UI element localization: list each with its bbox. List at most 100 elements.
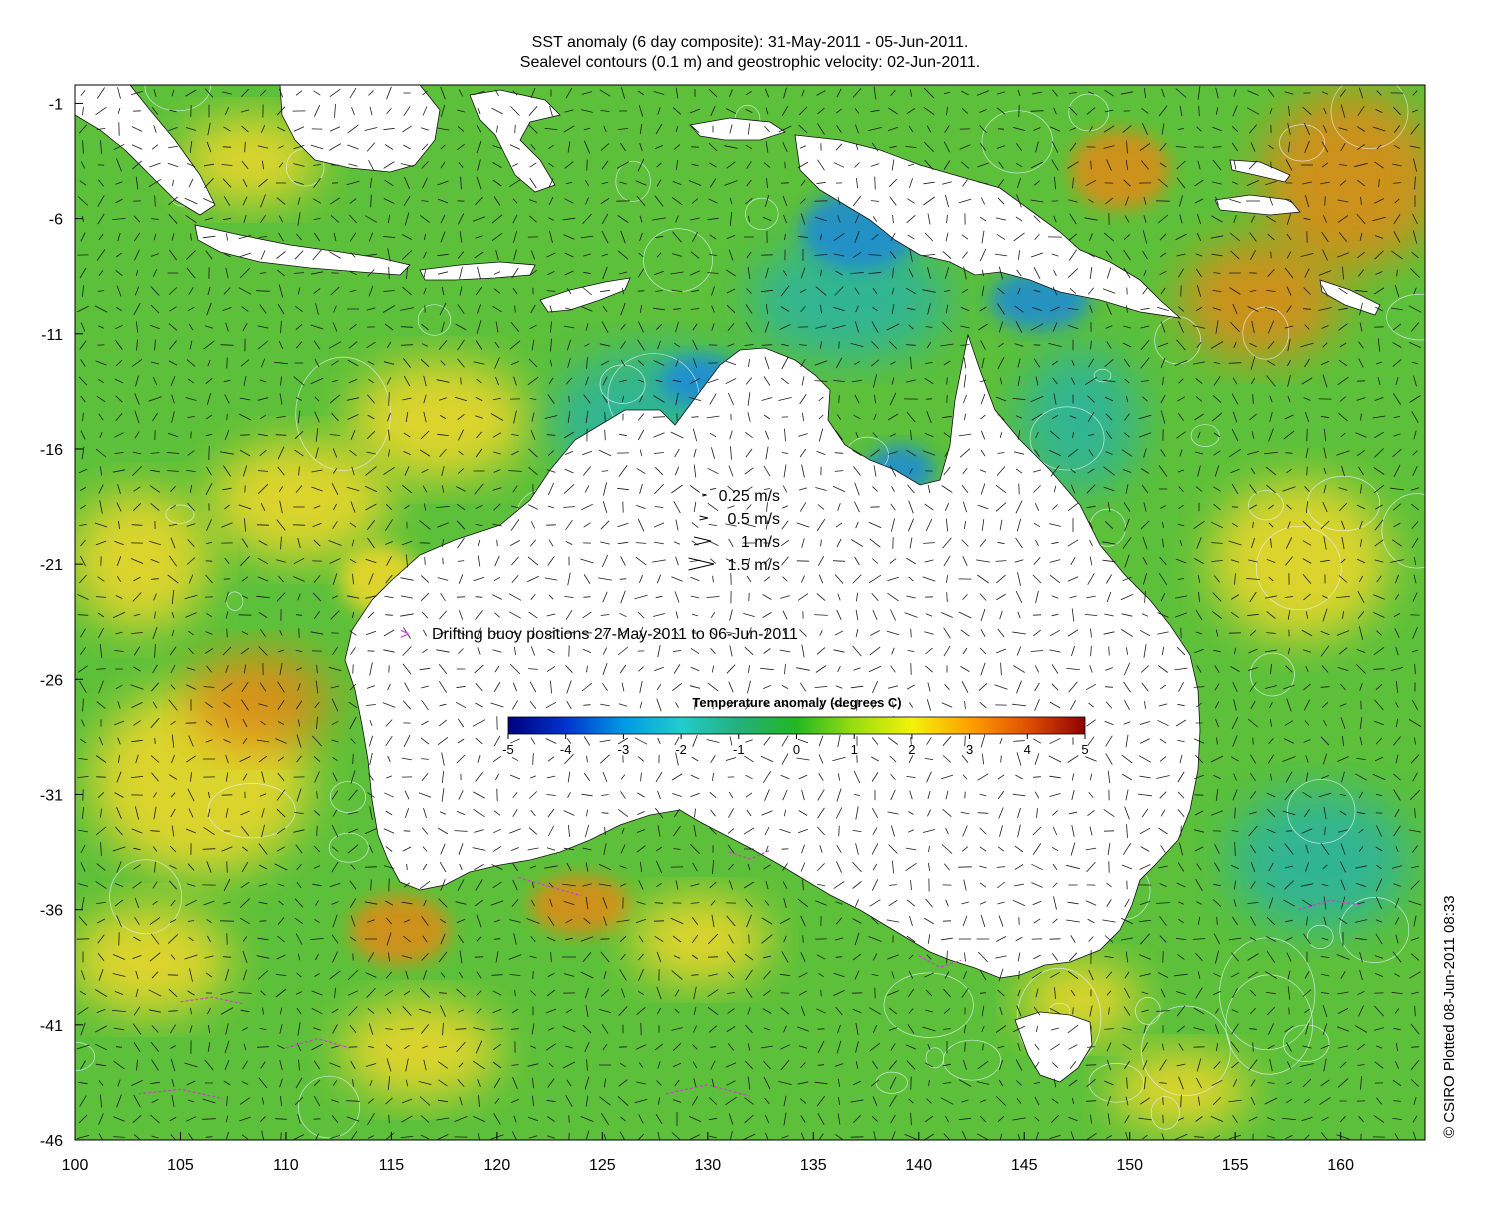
colorbar-tick-label: 2 xyxy=(908,742,915,757)
y-tick-label: -21 xyxy=(40,557,63,574)
contour-line xyxy=(1141,1005,1231,1096)
land-masses xyxy=(75,85,1381,1083)
contour-line xyxy=(1279,124,1326,162)
anomaly-patch xyxy=(75,905,230,1015)
contour-line xyxy=(109,859,183,935)
colorbar-tick-label: 3 xyxy=(966,742,973,757)
velocity-legend-arrow xyxy=(693,536,712,546)
velocity-legend-arrow xyxy=(702,493,707,497)
anomaly-patch xyxy=(350,360,530,480)
colorbar-tick-label: -5 xyxy=(502,742,514,757)
buoy-track xyxy=(918,955,962,968)
plot-frame xyxy=(74,84,1426,1141)
y-tick-label: -11 xyxy=(41,327,63,344)
x-tick-label: 115 xyxy=(379,1157,405,1174)
buoy-track xyxy=(285,1037,350,1049)
contour-line xyxy=(1029,406,1105,471)
contour-line xyxy=(1150,1096,1180,1130)
velocity-arrows xyxy=(76,86,1422,1140)
y-tick-label: -1 xyxy=(49,96,63,113)
contour-line xyxy=(226,591,244,611)
x-tick-label: 140 xyxy=(905,1157,932,1174)
new-guinea-landmass xyxy=(794,134,1182,319)
contour-line xyxy=(615,160,651,202)
anomaly-patch xyxy=(1210,480,1390,640)
buoy-legend: > Drifting buoy positions 27-May-2011 to… xyxy=(400,626,798,643)
contour-line xyxy=(1248,490,1284,521)
sulawesi-landmass xyxy=(469,89,561,193)
contour-line xyxy=(925,1047,945,1069)
y-axis-ticks: -1 -6 -11 -16 -21 -26 -31 -36 -41 -46 xyxy=(40,96,83,1150)
x-tick-label: 135 xyxy=(800,1157,827,1174)
anomaly-patch xyxy=(210,440,390,560)
x-tick-label: 155 xyxy=(1222,1157,1249,1174)
anomaly-patch xyxy=(1110,1050,1250,1130)
contour-line xyxy=(165,504,195,524)
y-tick-label: -31 xyxy=(40,787,63,804)
contour-line xyxy=(1225,974,1313,1075)
buoy-track xyxy=(728,849,772,860)
x-tick-label: 120 xyxy=(484,1157,511,1174)
contour-line xyxy=(1242,306,1290,360)
velocity-legend-arrow xyxy=(699,515,709,521)
anomaly-patch xyxy=(750,240,950,360)
anomaly-patches xyxy=(75,90,1425,1130)
contour-line xyxy=(883,972,974,1038)
drifting-buoy-tracks xyxy=(138,849,1362,1100)
buoy-track xyxy=(180,996,244,1005)
solomon-islands-landmass xyxy=(1319,279,1381,316)
x-tick-label: 125 xyxy=(589,1157,616,1174)
velocity-legend: 0.25 m/s 0.5 m/s 1 m/s 1.5 m/s xyxy=(688,488,780,574)
x-tick-label: 110 xyxy=(273,1157,299,1174)
anomaly-patch xyxy=(190,650,330,750)
anomaly-patch xyxy=(1180,240,1340,360)
contour-line xyxy=(1330,85,1409,149)
x-axis-ticks: 100 105 110 115 120 125 130 135 140 145 150 155 160 xyxy=(62,1132,1354,1174)
contour-line xyxy=(875,1071,908,1094)
buoy-track xyxy=(517,876,582,897)
timor-landmass xyxy=(539,277,631,313)
contour-line xyxy=(1250,652,1295,697)
contour-line xyxy=(1219,937,1316,1051)
anomaly-patch xyxy=(340,1000,500,1100)
contour-line xyxy=(643,228,713,293)
anomaly-patch xyxy=(1260,90,1425,270)
y-tick-label: -41 xyxy=(40,1018,63,1035)
contour-line xyxy=(1306,924,1334,949)
velocity-legend-label: 1.5 m/s xyxy=(728,557,780,574)
chart-title: SST anomaly (6 day composite): 31-May-20… xyxy=(531,34,969,51)
colorbar-gradient xyxy=(507,716,1086,735)
new-ireland-landmass xyxy=(1229,159,1291,183)
contour-line xyxy=(1386,293,1425,341)
anomaly-patch xyxy=(1020,350,1140,490)
x-tick-label: 130 xyxy=(694,1157,721,1174)
colorbar-tick-label: -3 xyxy=(618,742,630,757)
buoy-legend-marker: > xyxy=(400,626,409,643)
contour-line xyxy=(417,304,452,336)
colorbar-tick-label: 5 xyxy=(1081,742,1088,757)
contour-line xyxy=(745,197,779,231)
contour-line xyxy=(1282,1024,1330,1062)
contour-line xyxy=(298,1075,360,1139)
anomaly-patch xyxy=(350,895,450,965)
contour-line xyxy=(1190,424,1220,447)
australia-landmass xyxy=(344,333,1201,979)
seram-landmass xyxy=(689,117,786,141)
x-tick-label: 105 xyxy=(167,1157,194,1174)
borneo-landmass xyxy=(279,85,441,173)
y-tick-label: -26 xyxy=(40,672,63,689)
y-tick-label: -36 xyxy=(40,903,63,920)
colorbar-tick-label: -1 xyxy=(733,742,745,757)
plot-area xyxy=(75,85,1425,1140)
velocity-legend-label: 0.25 m/s xyxy=(719,488,780,505)
contour-line xyxy=(329,781,367,813)
anomaly-patch xyxy=(180,115,320,205)
x-tick-label: 100 xyxy=(62,1157,89,1174)
java-landmass xyxy=(194,224,411,276)
anomaly-patch xyxy=(530,875,630,935)
colorbar-tick-label: -4 xyxy=(560,742,572,757)
y-tick-label: -46 xyxy=(40,1133,63,1150)
credit-label: © CSIRO Plotted 08-Jun-2011 08:33 xyxy=(1441,895,1458,1138)
new-britain-landmass xyxy=(1214,194,1301,216)
